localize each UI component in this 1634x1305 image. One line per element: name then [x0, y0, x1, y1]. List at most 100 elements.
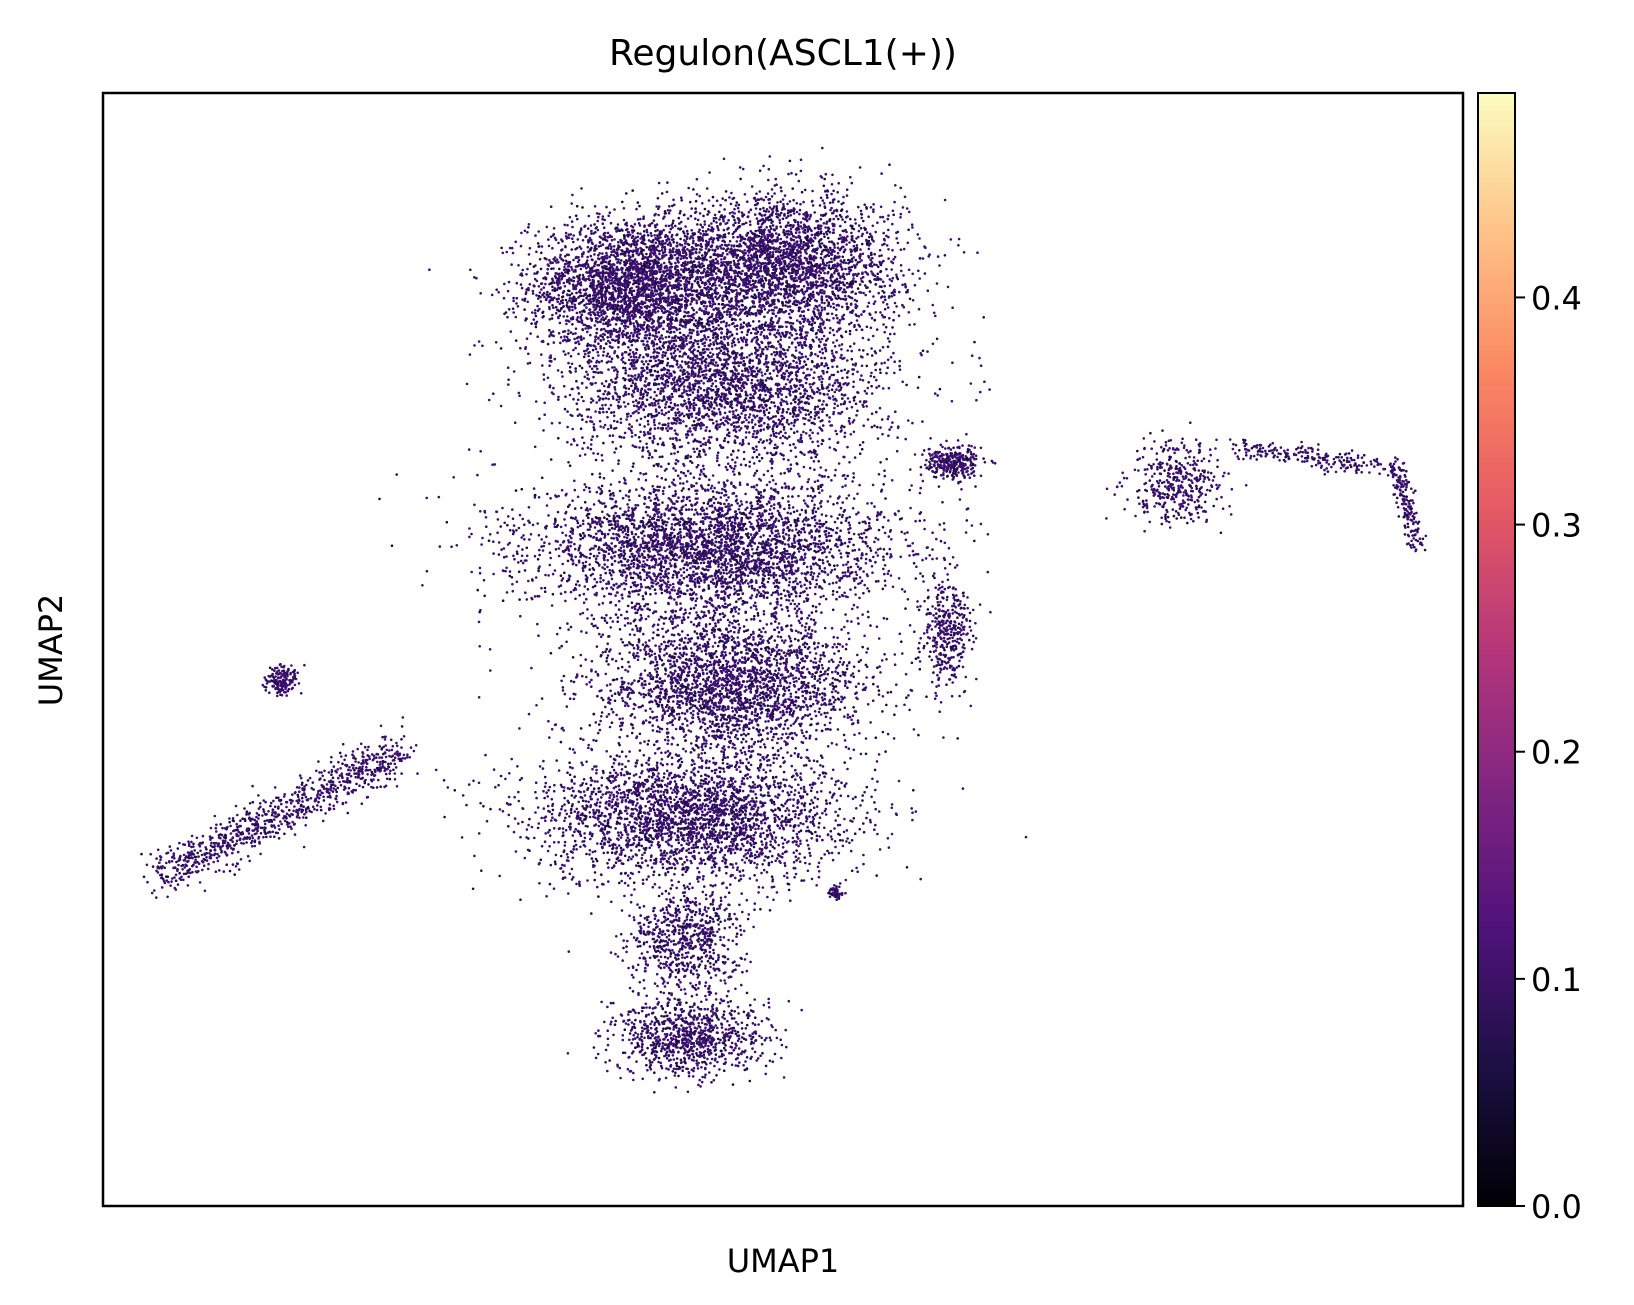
- scatter-point: [573, 337, 576, 341]
- scatter-point: [619, 300, 623, 303]
- scatter-point: [655, 248, 658, 252]
- scatter-point: [736, 265, 740, 268]
- scatter-point: [703, 223, 707, 226]
- scatter-point: [593, 205, 597, 208]
- scatter-point: [757, 234, 761, 238]
- scatter-point: [685, 229, 689, 233]
- scatter-point: [560, 306, 563, 310]
- scatter-point: [576, 217, 579, 221]
- scatter-point: [779, 242, 783, 245]
- scatter-point: [624, 300, 627, 303]
- scatter-point: [671, 249, 674, 252]
- scatter-point: [881, 215, 885, 219]
- scatter-point: [644, 255, 647, 259]
- scatter-point: [654, 241, 658, 245]
- scatter-point: [690, 229, 693, 232]
- scatter-point: [531, 311, 534, 314]
- scatter-point: [842, 317, 845, 321]
- scatter-point: [746, 285, 750, 289]
- scatter-point: [573, 296, 576, 300]
- scatter-point: [532, 284, 536, 287]
- scatter-point: [575, 336, 579, 340]
- scatter-point: [892, 258, 895, 261]
- scatter-point: [729, 268, 733, 272]
- scatter-point: [596, 350, 599, 354]
- scatter-point: [637, 356, 641, 359]
- scatter-point: [639, 305, 642, 309]
- scatter-point: [729, 307, 733, 311]
- scatter-point: [932, 311, 936, 315]
- scatter-point: [809, 297, 813, 301]
- scatter-point: [711, 228, 714, 231]
- scatter-point: [567, 233, 571, 236]
- scatter-point: [793, 262, 797, 265]
- scatter-point: [647, 279, 650, 282]
- scatter-point: [663, 215, 666, 218]
- scatter-point: [614, 298, 617, 301]
- scatter-point: [502, 296, 506, 300]
- scatter-point: [820, 252, 823, 256]
- scatter-point: [778, 250, 782, 254]
- scatter-point: [648, 262, 652, 266]
- scatter-point: [720, 280, 723, 284]
- scatter-point: [607, 320, 611, 323]
- scatter-point: [641, 283, 645, 286]
- scatter-point: [605, 251, 608, 255]
- scatter-point: [660, 334, 663, 337]
- scatter-point: [593, 364, 596, 368]
- scatter-point: [848, 241, 851, 244]
- scatter-point: [763, 362, 766, 366]
- scatter-point: [571, 225, 574, 229]
- scatter-point: [600, 286, 603, 290]
- scatter-point: [823, 177, 826, 181]
- scatter-point: [664, 242, 667, 245]
- scatter-point: [850, 235, 854, 238]
- scatter-point: [887, 235, 890, 239]
- scatter-point: [624, 259, 628, 262]
- scatter-point: [765, 273, 769, 276]
- scatter-point: [585, 296, 588, 300]
- scatter-point: [521, 298, 524, 301]
- scatter-point: [754, 229, 758, 233]
- scatter-point: [828, 201, 832, 205]
- scatter-point: [744, 221, 748, 225]
- scatter-point: [876, 221, 879, 224]
- scatter-point: [899, 216, 902, 219]
- scatter-point: [511, 251, 515, 255]
- scatter-point: [842, 229, 846, 233]
- scatter-point: [766, 258, 770, 262]
- scatter-point: [564, 259, 568, 263]
- scatter-point: [547, 244, 551, 248]
- scatter-point: [580, 366, 584, 370]
- scatter-point: [843, 259, 846, 262]
- scatter-point: [676, 265, 679, 268]
- scatter-point: [803, 248, 807, 252]
- scatter-point: [789, 321, 793, 325]
- scatter-point: [622, 218, 626, 222]
- scatter-point: [814, 256, 818, 260]
- scatter-point: [771, 320, 775, 324]
- scatter-point: [638, 332, 641, 336]
- scatter-point: [621, 311, 624, 315]
- scatter-point: [469, 268, 472, 272]
- scatter-point: [786, 214, 790, 218]
- scatter-point: [755, 256, 759, 260]
- scatter-point: [681, 325, 685, 328]
- scatter-point: [541, 311, 544, 315]
- scatter-point: [646, 258, 650, 262]
- scatter-point: [720, 258, 723, 261]
- scatter-point: [704, 243, 708, 246]
- scatter-point: [676, 244, 679, 247]
- scatter-point: [708, 171, 711, 174]
- scatter-point: [652, 276, 655, 280]
- scatter-point: [682, 315, 686, 318]
- scatter-point: [899, 248, 903, 251]
- scatter-point: [616, 223, 620, 226]
- scatter-point: [767, 167, 771, 171]
- scatter-point: [602, 233, 606, 237]
- scatter-point: [785, 250, 789, 254]
- scatter-point: [688, 237, 692, 240]
- scatter-point: [635, 298, 639, 301]
- scatter-point: [802, 285, 806, 288]
- scatter-point: [642, 288, 645, 291]
